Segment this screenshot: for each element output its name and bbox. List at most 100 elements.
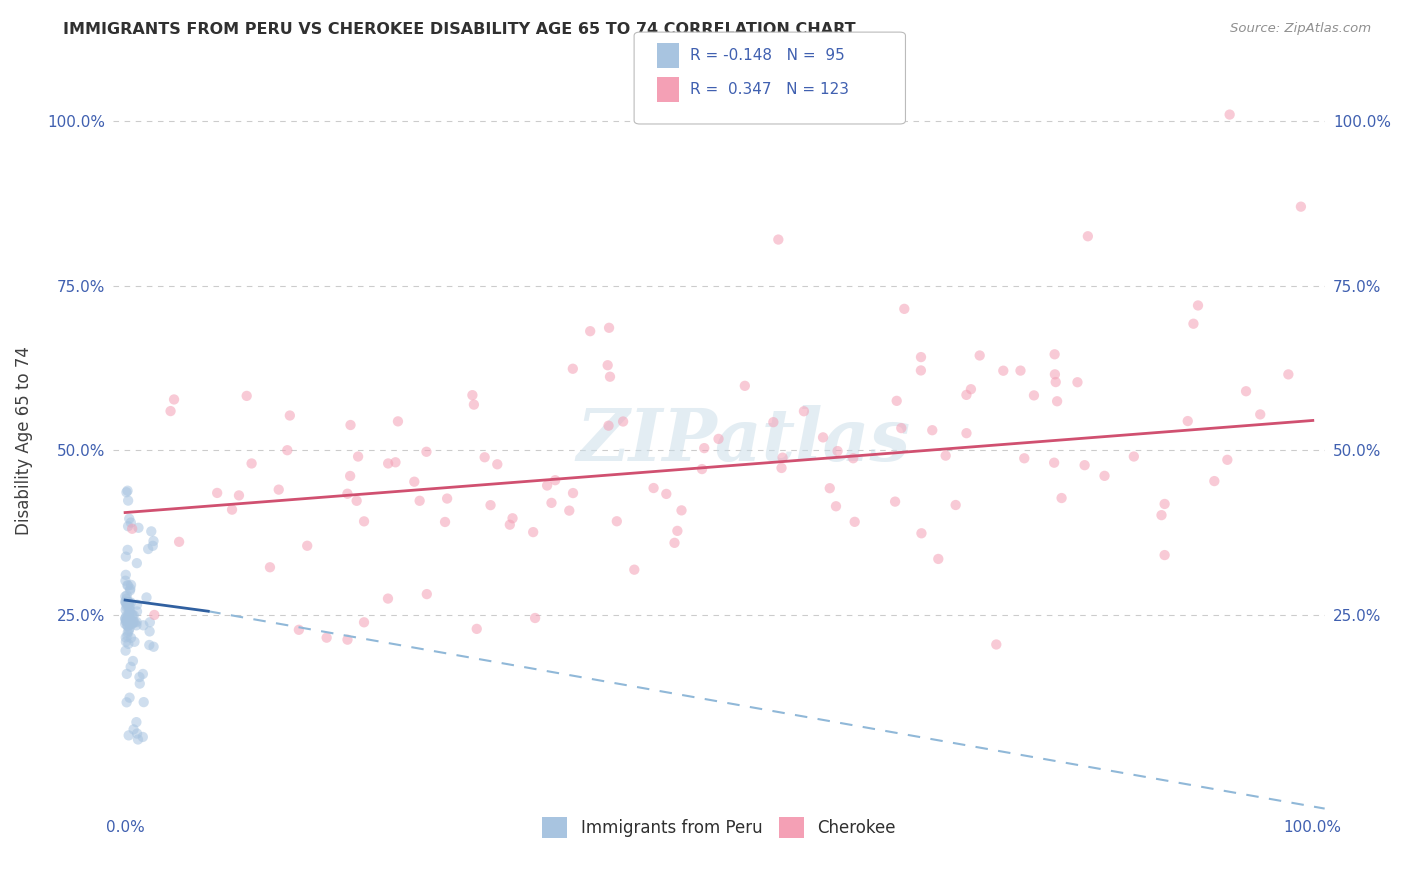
Point: [127, 521, 149, 535]
Point: [115, 549, 138, 564]
Point: [138, 624, 160, 639]
Point: [115, 589, 138, 603]
Point: [121, 522, 143, 536]
Point: [499, 517, 522, 532]
Point: [827, 444, 849, 458]
Point: [118, 604, 141, 618]
Point: [117, 578, 139, 592]
Point: [120, 631, 142, 645]
Text: Source: ZipAtlas.com: Source: ZipAtlas.com: [1230, 22, 1371, 36]
Point: [118, 615, 141, 630]
Point: [945, 498, 967, 512]
Point: [135, 591, 157, 605]
Point: [132, 695, 155, 709]
Legend: Immigrants from Peru, Cherokee: Immigrants from Peru, Cherokee: [536, 811, 903, 845]
Point: [1204, 474, 1226, 488]
Point: [1022, 388, 1045, 402]
Point: [125, 715, 148, 730]
Point: [139, 615, 162, 630]
Point: [125, 556, 148, 570]
Point: [118, 583, 141, 598]
Point: [693, 441, 716, 455]
Point: [117, 519, 139, 533]
Point: [346, 493, 368, 508]
Point: [436, 491, 458, 506]
Point: [768, 233, 790, 247]
Point: [118, 728, 141, 742]
Point: [1043, 368, 1066, 382]
Point: [579, 324, 602, 338]
Point: [336, 632, 359, 647]
Point: [1177, 414, 1199, 428]
Point: [927, 552, 949, 566]
Point: [315, 631, 337, 645]
Point: [114, 611, 136, 625]
Point: [558, 503, 581, 517]
Point: [167, 534, 190, 549]
Point: [377, 457, 399, 471]
Point: [910, 350, 932, 364]
Point: [115, 613, 138, 627]
Point: [114, 631, 136, 645]
Point: [993, 364, 1015, 378]
Point: [762, 415, 785, 429]
Point: [416, 587, 439, 601]
Point: [205, 486, 228, 500]
Point: [114, 574, 136, 588]
Point: [117, 578, 139, 592]
Point: [114, 590, 136, 604]
Point: [163, 392, 186, 407]
Point: [121, 608, 143, 623]
Point: [1010, 363, 1032, 377]
Point: [811, 430, 834, 444]
Point: [770, 461, 793, 475]
Point: [143, 607, 166, 622]
Text: R = -0.148   N =  95: R = -0.148 N = 95: [690, 48, 845, 62]
Point: [893, 301, 915, 316]
Point: [114, 643, 136, 657]
Point: [120, 516, 142, 530]
Point: [221, 502, 243, 516]
Point: [623, 563, 645, 577]
Point: [118, 616, 141, 631]
Point: [1073, 458, 1095, 473]
Point: [1182, 317, 1205, 331]
Point: [1216, 452, 1239, 467]
Point: [159, 404, 181, 418]
Point: [114, 614, 136, 628]
Point: [1046, 394, 1069, 409]
Point: [598, 320, 620, 334]
Point: [132, 667, 155, 681]
Point: [1077, 229, 1099, 244]
Point: [228, 488, 250, 502]
Point: [117, 619, 139, 633]
Point: [522, 525, 544, 540]
Point: [122, 615, 145, 629]
Point: [122, 616, 145, 631]
Point: [793, 404, 815, 418]
Point: [117, 619, 139, 633]
Point: [118, 610, 141, 624]
Point: [115, 485, 138, 500]
Point: [1050, 491, 1073, 505]
Point: [136, 541, 159, 556]
Point: [117, 625, 139, 640]
Point: [115, 615, 138, 629]
Point: [118, 611, 141, 625]
Point: [122, 608, 145, 623]
Point: [125, 598, 148, 612]
Point: [596, 358, 619, 372]
Point: [1249, 408, 1271, 422]
Point: [643, 481, 665, 495]
Point: [125, 618, 148, 632]
Point: [118, 512, 141, 526]
Point: [120, 660, 142, 674]
Point: [921, 423, 943, 437]
Point: [347, 450, 370, 464]
Point: [118, 595, 141, 609]
Point: [1187, 298, 1209, 312]
Point: [118, 600, 141, 615]
Point: [479, 498, 502, 512]
Point: [969, 349, 991, 363]
Point: [404, 475, 426, 489]
